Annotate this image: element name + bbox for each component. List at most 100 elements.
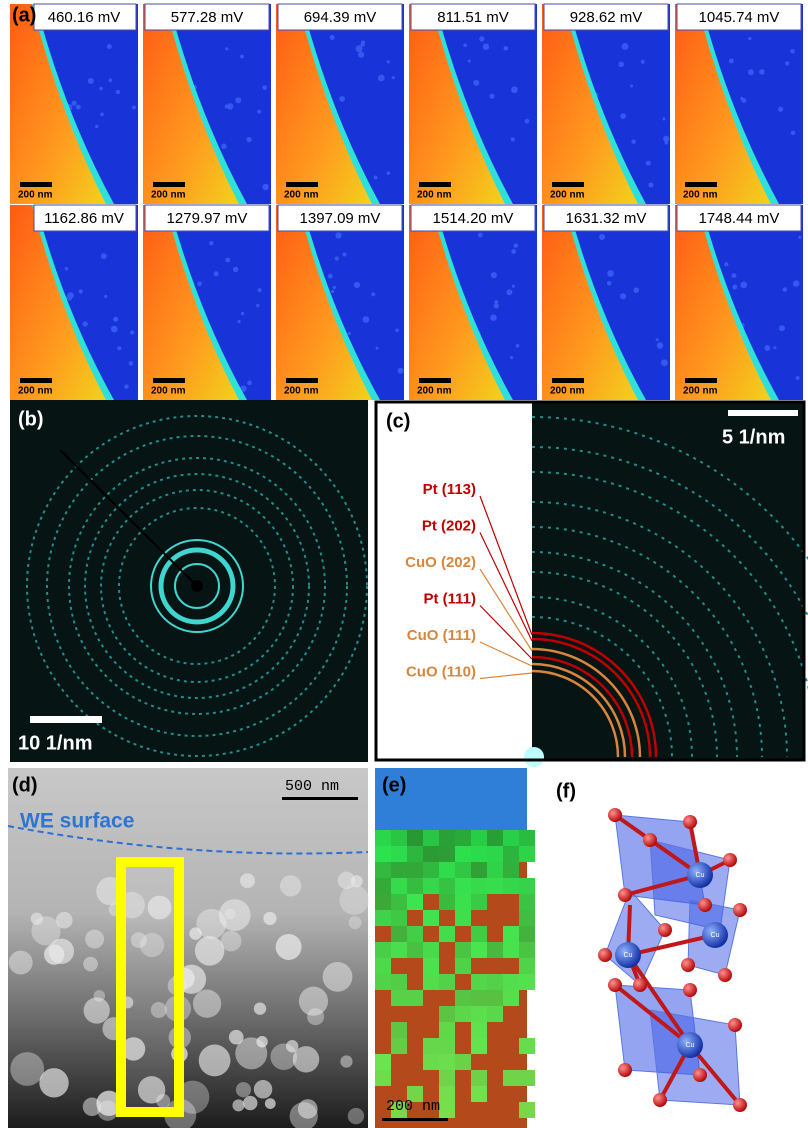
map-speck	[503, 46, 508, 51]
eds-pixel	[519, 910, 535, 926]
map-speck	[257, 110, 261, 114]
oxygen-atom	[618, 1063, 632, 1077]
eds-pixel	[455, 958, 471, 974]
eds-pixel	[439, 862, 455, 878]
particle	[254, 1080, 273, 1099]
eds-pixel	[391, 942, 407, 958]
map-speck	[748, 69, 754, 75]
map-speck	[732, 285, 737, 290]
map-speck	[620, 113, 626, 119]
map-speck	[330, 35, 335, 40]
scale-bar-label: 200 nm	[151, 190, 186, 201]
particle	[348, 1108, 364, 1124]
atom-label: Cu	[711, 932, 720, 939]
eds-pixel	[471, 1070, 487, 1086]
map-speck	[387, 60, 390, 63]
eds-pixel	[439, 1022, 455, 1038]
particle	[195, 936, 224, 965]
oxygen-atom	[633, 978, 647, 992]
map-speck	[656, 338, 659, 341]
panel-e	[375, 768, 535, 1128]
eds-pixel	[375, 942, 391, 958]
eds-pixel	[455, 878, 471, 894]
eds-pixel	[439, 974, 455, 990]
map-speck	[65, 267, 69, 271]
scale-bar-label: 200 nm	[151, 386, 186, 397]
map-speck	[478, 233, 483, 238]
map-speck	[363, 316, 370, 323]
eds-pixel	[519, 878, 535, 894]
eds-pixel	[487, 830, 503, 846]
map-speck	[793, 280, 800, 287]
map-speck	[525, 119, 530, 124]
eds-pixel	[455, 894, 471, 910]
particle	[280, 875, 301, 896]
eds-pixel	[391, 862, 407, 878]
eds-pixel	[519, 830, 535, 846]
oxygen-atom	[683, 815, 697, 829]
map-speck	[729, 58, 734, 63]
particle	[225, 909, 236, 920]
panel-label: (b)	[18, 408, 44, 430]
oxygen-atom	[608, 808, 622, 822]
eds-pixel	[471, 1086, 487, 1102]
eds-pixel	[519, 1102, 535, 1118]
map-speck	[88, 78, 94, 84]
map-speck	[262, 184, 268, 190]
eds-pixel	[407, 862, 423, 878]
atom-label: Cu	[696, 872, 705, 879]
annotation: WE surface	[20, 810, 134, 833]
eds-pixel	[519, 958, 535, 974]
map-speck	[328, 274, 333, 279]
eds-pixel	[487, 1006, 503, 1022]
eds-pixel	[487, 862, 503, 878]
eds-pixel	[519, 1038, 535, 1054]
voltage-label: 577.28 mV	[171, 9, 244, 26]
scale-bar	[552, 182, 584, 187]
map-speck	[662, 117, 665, 120]
eds-pixel	[423, 830, 439, 846]
map-speck	[764, 345, 770, 351]
eds-pixel	[471, 990, 487, 1006]
scale-bar	[153, 378, 185, 383]
scale-bar	[728, 410, 798, 416]
particle	[340, 1055, 352, 1067]
map-speck	[67, 292, 74, 299]
voltage-label: 1397.09 mV	[300, 210, 381, 227]
eds-pixel	[423, 910, 439, 926]
eds-pixel	[423, 958, 439, 974]
map-speck	[796, 376, 800, 380]
particle	[263, 912, 276, 925]
map-speck	[237, 320, 240, 323]
map-speck	[335, 256, 339, 260]
map-speck	[129, 361, 134, 366]
particle	[349, 916, 362, 929]
scale-bar-label: 200 nm	[284, 190, 319, 201]
scale-bar	[20, 378, 52, 383]
eds-pixel	[375, 878, 391, 894]
scale-bar	[286, 182, 318, 187]
map-speck	[463, 43, 467, 47]
map-speck	[113, 317, 118, 322]
scale-bar-label: 200 nm	[417, 386, 452, 397]
map-speck	[209, 241, 213, 245]
ring-label: CuO (110)	[406, 663, 476, 680]
eds-pixel	[407, 878, 423, 894]
map-speck	[661, 359, 668, 366]
map-speck	[759, 69, 765, 75]
map-speck	[791, 131, 796, 136]
eds-pixel	[407, 942, 423, 958]
eds-pixel	[487, 878, 503, 894]
eds-pixel	[487, 990, 503, 1006]
map-speck	[511, 137, 515, 141]
oxygen-atom	[683, 983, 697, 997]
eds-pixel	[455, 942, 471, 958]
particle	[236, 1082, 251, 1097]
eds-pixel	[391, 878, 407, 894]
oxygen-atom	[733, 903, 747, 917]
particle	[39, 1068, 68, 1097]
eds-pixel	[455, 862, 471, 878]
oxygen-atom	[723, 853, 737, 867]
map-speck	[225, 258, 230, 263]
eds-pixel	[407, 830, 423, 846]
